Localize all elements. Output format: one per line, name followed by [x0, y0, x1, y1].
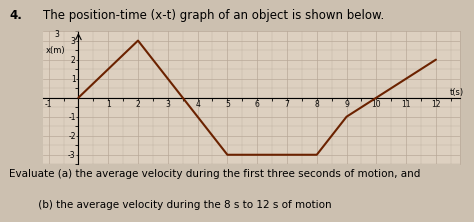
- Text: x(m): x(m): [46, 46, 65, 55]
- Text: t(s): t(s): [450, 88, 464, 97]
- Text: (b) the average velocity during the 8 s to 12 s of motion: (b) the average velocity during the 8 s …: [9, 200, 332, 210]
- Text: 3: 3: [55, 30, 59, 39]
- Text: Evaluate (a) the average velocity during the first three seconds of motion, and: Evaluate (a) the average velocity during…: [9, 169, 421, 179]
- Text: The position-time (x-t) graph of an object is shown below.: The position-time (x-t) graph of an obje…: [43, 9, 384, 22]
- Text: 4.: 4.: [9, 9, 22, 22]
